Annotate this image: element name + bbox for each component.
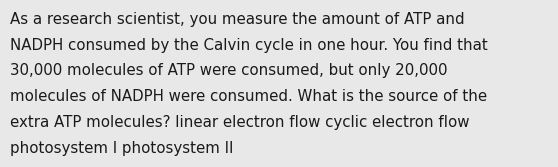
Text: molecules of NADPH were consumed. What is the source of the: molecules of NADPH were consumed. What i… xyxy=(10,89,487,104)
Text: As a research scientist, you measure the amount of ATP and: As a research scientist, you measure the… xyxy=(10,12,465,27)
Text: extra ATP molecules? linear electron flow cyclic electron flow: extra ATP molecules? linear electron flo… xyxy=(10,115,469,130)
Text: photosystem I photosystem II: photosystem I photosystem II xyxy=(10,141,233,156)
Text: NADPH consumed by the Calvin cycle in one hour. You find that: NADPH consumed by the Calvin cycle in on… xyxy=(10,38,488,53)
Text: 30,000 molecules of ATP were consumed, but only 20,000: 30,000 molecules of ATP were consumed, b… xyxy=(10,63,448,78)
